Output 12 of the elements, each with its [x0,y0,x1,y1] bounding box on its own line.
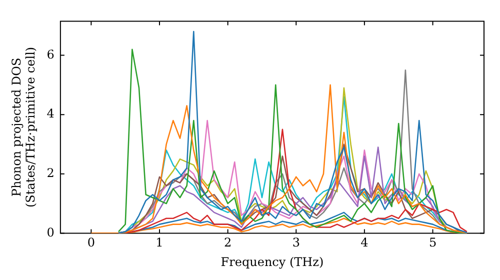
x-tick-label: 1 [156,236,164,250]
y-tick-label: 2 [46,166,54,180]
y-tick-label: 0 [46,225,54,240]
x-axis-title: Frequency (THz) [220,254,324,269]
y-axis-title: Phonon projected DOS (States/THz·primitive cell) [9,46,38,208]
y-tick-label: 4 [46,106,55,121]
x-tick-label: 2 [224,236,232,250]
x-tick-label: 0 [87,236,95,250]
y-tick-label: 6 [46,47,54,62]
x-tick-label: 3 [292,236,300,250]
x-tick-label: 5 [428,236,437,250]
x-tick-label: 4 [360,236,369,250]
